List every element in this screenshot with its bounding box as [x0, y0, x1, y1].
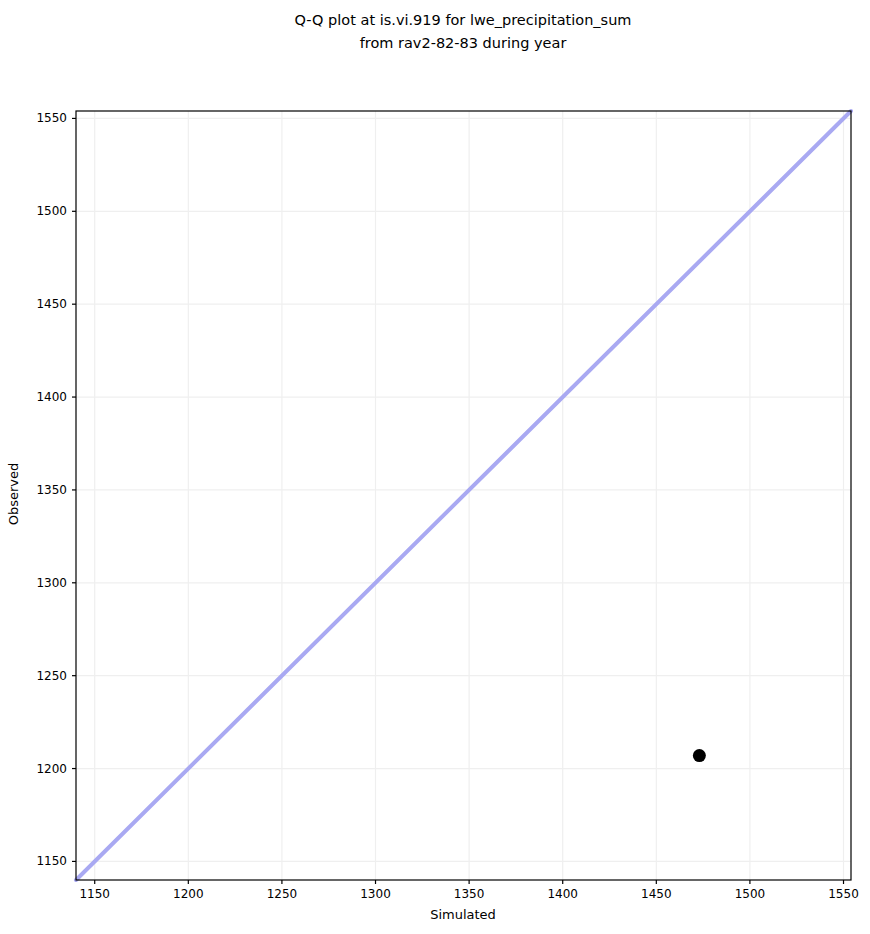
y-tick-label: 1300: [36, 576, 67, 590]
x-tick-label: 1200: [173, 887, 204, 901]
y-tick-label: 1150: [36, 854, 67, 868]
chart-title-line1: Q-Q plot at is.vi.919 for lwe_precipitat…: [295, 12, 632, 28]
y-tick-label: 1200: [36, 762, 67, 776]
y-tick-label: 1450: [36, 297, 67, 311]
qq-plot-figure: 1150 1200 1250 1300 1350 1400 1450 1500 1550 1150…: [0, 0, 870, 934]
data-point: [693, 749, 706, 762]
x-tick-label: 1450: [641, 887, 672, 901]
plot-canvas: 1150 1200 1250 1300 1350 1400 1450 1500 1550 1150…: [0, 0, 870, 934]
y-tick-label: 1500: [36, 204, 67, 218]
y-tick-label: 1350: [36, 483, 67, 497]
x-tick-label: 1150: [79, 887, 110, 901]
x-tick-label: 1350: [454, 887, 485, 901]
y-tick-label: 1550: [36, 111, 67, 125]
y-tick-label: 1400: [36, 390, 67, 404]
x-axis-label: Simulated: [430, 907, 496, 922]
y-tick-label: 1250: [36, 669, 67, 683]
x-tick-label: 1300: [360, 887, 391, 901]
x-tick-label: 1250: [267, 887, 298, 901]
x-tick-label: 1550: [828, 887, 859, 901]
y-axis-label: Observed: [6, 463, 21, 526]
x-tick-label: 1400: [547, 887, 578, 901]
plot-layers: 1150 1200 1250 1300 1350 1400 1450 1500 1550 1150…: [36, 111, 858, 901]
chart-title-line2: from rav2-82-83 during year: [360, 35, 567, 51]
x-tick-label: 1500: [735, 887, 766, 901]
identity-line: [76, 111, 851, 880]
